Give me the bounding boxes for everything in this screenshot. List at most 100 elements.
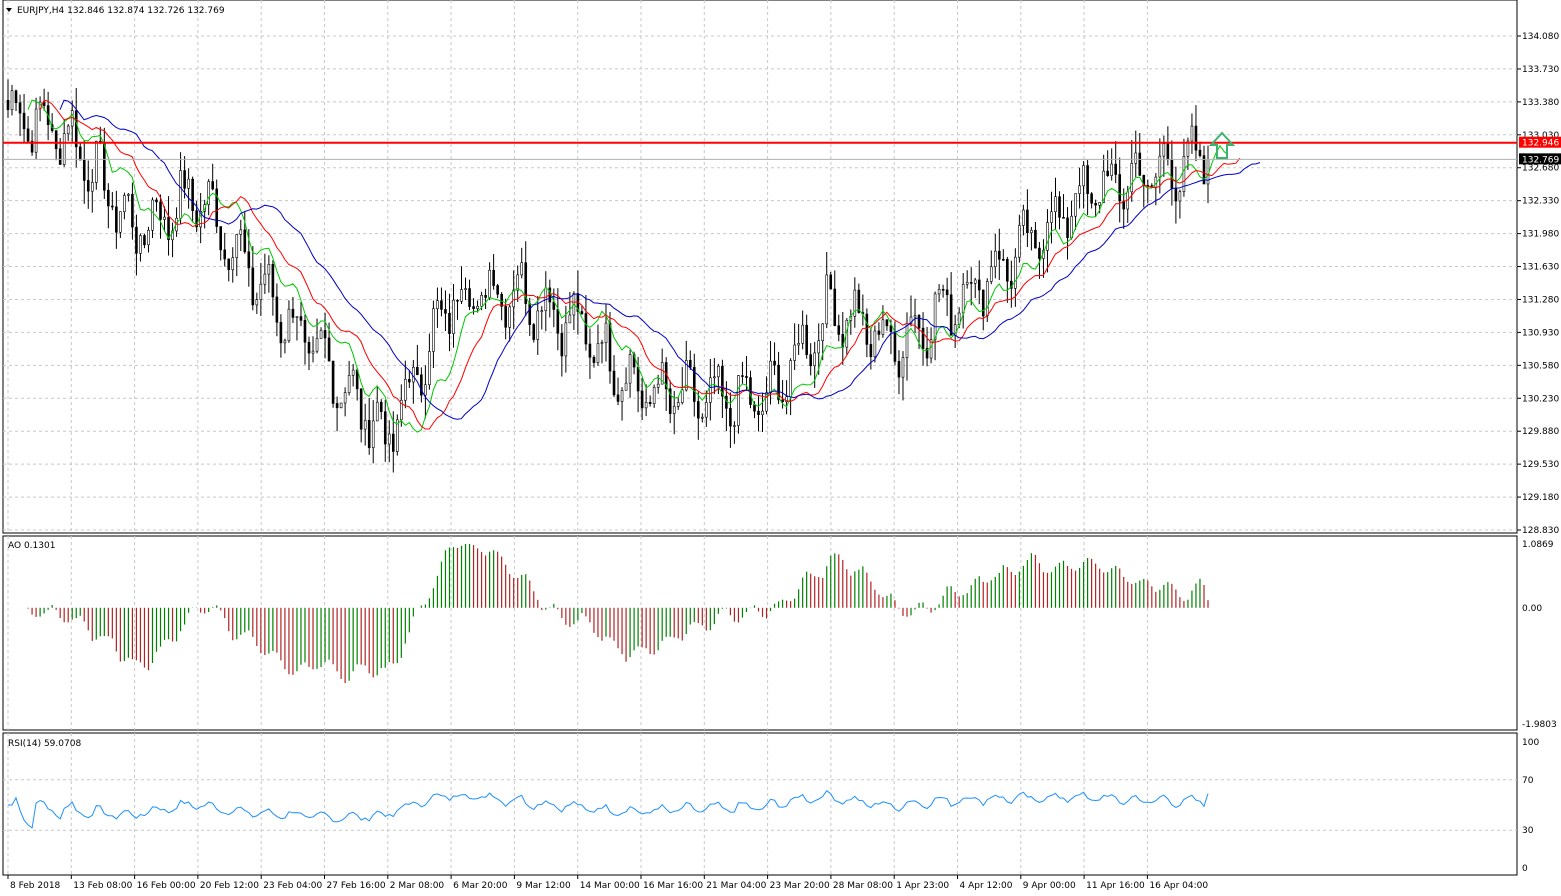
candle-body: [885, 319, 889, 327]
candle-body: [135, 226, 138, 254]
candle-body: [78, 146, 82, 161]
candle-body: [66, 125, 70, 135]
candle-body: [119, 211, 122, 233]
candle-body: [825, 274, 829, 325]
candle-body: [676, 402, 680, 407]
ao-panel[interactable]: [2, 535, 1518, 731]
candle-body: [580, 311, 584, 314]
candle-body: [528, 303, 532, 325]
candle-body: [813, 352, 816, 367]
candle-body: [504, 306, 507, 328]
candle-body: [408, 379, 411, 383]
candle-body: [82, 159, 86, 181]
candle-body: [913, 315, 917, 318]
time-tick-label: 16 Mar 16:00: [643, 881, 703, 891]
candle-body: [323, 330, 327, 339]
candle-body: [400, 399, 403, 421]
candle-body: [131, 194, 134, 228]
candle-body: [713, 376, 716, 379]
candle-body: [287, 308, 291, 342]
candle-body: [86, 180, 90, 192]
candle-body: [375, 401, 379, 422]
candle-body: [30, 140, 34, 153]
candle-body: [1090, 193, 1093, 204]
candle-body: [448, 313, 451, 334]
candle-body: [243, 229, 247, 253]
candle-body: [584, 313, 588, 345]
candle-body: [1202, 155, 1206, 185]
candle-body: [255, 299, 259, 306]
candle-body: [781, 399, 784, 403]
price-tick-label: 134.080: [1522, 32, 1559, 42]
candle-body: [496, 285, 499, 295]
candle-body: [853, 289, 857, 317]
candle-body: [753, 404, 756, 412]
time-tick-label: 9 Mar 12:00: [516, 881, 571, 891]
candle-body: [697, 401, 700, 419]
candle-body: [247, 251, 251, 269]
candle-body: [420, 374, 423, 396]
candle-body: [941, 289, 945, 291]
candle-body: [1118, 174, 1122, 202]
candle-body: [223, 249, 227, 260]
price-tick-label: 128.830: [1522, 526, 1559, 536]
rsi-header: RSI(14) 59.0708: [8, 739, 81, 749]
candle-body: [1162, 143, 1166, 157]
candle-body: [873, 330, 877, 358]
candle-body: [187, 178, 190, 189]
candle-body: [793, 344, 796, 361]
candle-body: [6, 100, 10, 111]
candle-body: [560, 333, 564, 357]
candle-body: [596, 343, 600, 363]
dropdown-triangle-icon[interactable]: [6, 8, 12, 12]
rsi-tick-label: 30: [1522, 826, 1534, 836]
candle-body: [857, 289, 861, 313]
candle-body: [1050, 211, 1053, 223]
candle-body: [444, 309, 447, 314]
ao-tick-label: -1.9803: [1522, 720, 1557, 730]
candle-body: [893, 331, 897, 362]
candle-body: [1030, 229, 1033, 234]
candle-body: [869, 344, 873, 358]
candle-body: [440, 300, 443, 310]
candle-body: [115, 206, 118, 233]
candle-body: [275, 296, 279, 323]
candle-body: [961, 283, 965, 314]
ao-tick-label: 1.0869: [1522, 540, 1554, 550]
candle-body: [757, 410, 760, 416]
price-tick-label: 130.230: [1522, 394, 1559, 404]
candle-body: [717, 365, 720, 378]
candle-body: [211, 181, 214, 190]
candle-body: [347, 374, 351, 393]
price-tick-label: 131.980: [1522, 230, 1559, 240]
candle-body: [404, 379, 407, 401]
candle-body: [111, 205, 114, 208]
candle-body: [319, 330, 323, 339]
rsi-panel[interactable]: [2, 732, 1518, 876]
candle-body: [688, 360, 692, 368]
candle-body: [969, 282, 973, 284]
current-price-label: 132.769: [1522, 155, 1559, 165]
candle-body: [680, 389, 684, 403]
candle-body: [981, 289, 985, 317]
candle-body: [636, 366, 640, 392]
price-tick-label: 132.330: [1522, 197, 1559, 207]
candle-body: [239, 229, 243, 235]
candle-body: [660, 362, 664, 385]
candle-body: [295, 316, 299, 318]
candle-body: [897, 361, 901, 378]
candle-body: [1018, 225, 1021, 258]
candle-body: [383, 411, 387, 445]
candle-body: [1190, 125, 1194, 142]
candle-body: [865, 313, 869, 345]
candle-body: [191, 178, 194, 211]
candle-body: [1062, 217, 1065, 219]
candle-body: [773, 360, 776, 366]
candle-body: [998, 250, 1001, 260]
ao-tick-label: 0.00: [1522, 604, 1542, 614]
candle-body: [921, 327, 925, 349]
candle-body: [973, 279, 977, 284]
candle-body: [1022, 209, 1025, 226]
candle-body: [94, 140, 98, 183]
